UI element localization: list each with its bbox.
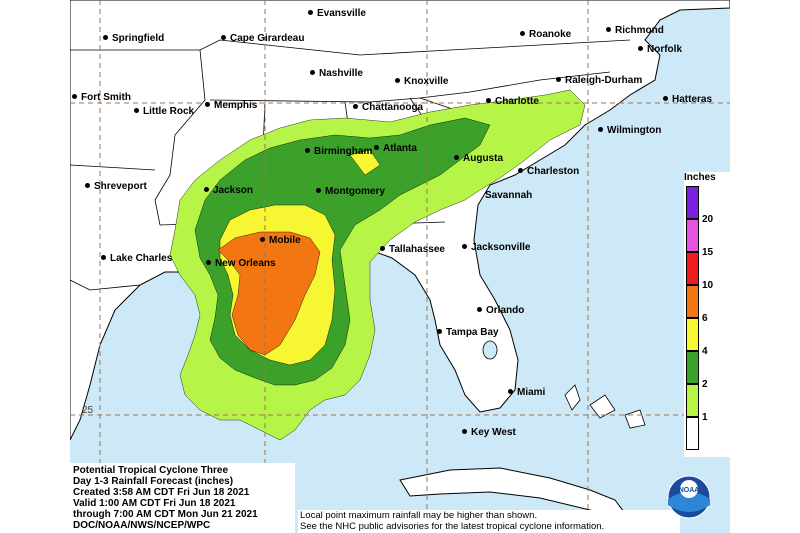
city-label: Charleston xyxy=(518,166,579,177)
legend-label: 2 xyxy=(702,379,708,390)
city-label: Tampa Bay xyxy=(437,327,499,338)
legend-title: Inches xyxy=(684,172,716,183)
info-line: DOC/NOAA/NWS/NCEP/WPC xyxy=(73,520,211,531)
city-label: Lake Charles xyxy=(101,253,172,264)
city-label: Nashville xyxy=(310,68,363,79)
city-label: Tallahassee xyxy=(380,244,445,255)
legend-label: 4 xyxy=(702,346,708,357)
city-label: Montgomery xyxy=(316,186,385,197)
city-label: Fort Smith xyxy=(72,92,131,103)
city-label: Hatteras xyxy=(663,94,712,105)
legend-color-box xyxy=(686,417,699,450)
city-label: Charlotte xyxy=(486,96,539,107)
city-label: Norfolk xyxy=(638,44,682,55)
city-label: Jacksonville xyxy=(462,242,530,253)
city-label: Roanoke xyxy=(520,29,571,40)
city-label: Evansville xyxy=(308,8,366,19)
noaa-logo: NOAA xyxy=(667,475,711,519)
legend-color-box xyxy=(686,318,699,351)
city-label: Raleigh-Durham xyxy=(556,75,642,86)
legend-color-box xyxy=(686,186,699,219)
lake-okeechobee xyxy=(482,340,498,360)
advisory-note: Local point maximum rainfall may be high… xyxy=(298,510,680,533)
legend-color-box xyxy=(686,252,699,285)
legend-color-box xyxy=(686,285,699,318)
city-label: Savannah xyxy=(485,190,533,201)
info-line: Valid 1:00 AM CDT Fri Jun 18 2021 xyxy=(73,498,236,509)
city-label: Augusta xyxy=(454,153,503,164)
legend-color-box xyxy=(686,384,699,417)
city-label: Knoxville xyxy=(395,76,448,87)
bahamas xyxy=(564,384,646,429)
city-label: Memphis xyxy=(205,100,257,111)
city-label: Richmond xyxy=(606,25,664,36)
lat-lon-grid xyxy=(70,0,730,533)
city-label: Birmingham xyxy=(305,146,372,157)
city-label: Shreveport xyxy=(85,181,147,192)
city-label: Key West xyxy=(462,427,516,438)
city-label: Atlanta xyxy=(374,143,417,154)
info-line: Potential Tropical Cyclone Three xyxy=(73,465,229,476)
legend-color-box xyxy=(686,219,699,252)
rainfall-map: Evansville Springfield Cape Girardeau Roano… xyxy=(70,0,730,533)
city-label: Wilmington xyxy=(598,125,661,136)
city-label: Miami xyxy=(508,387,545,398)
city-label: New Orleans xyxy=(206,258,276,269)
city-label: Orlando xyxy=(477,305,524,316)
legend-label: 15 xyxy=(702,247,714,258)
legend-color-box xyxy=(686,351,699,384)
city-label: Mobile xyxy=(260,235,301,246)
city-label: Springfield xyxy=(103,33,164,44)
legend-label: 1 xyxy=(702,412,708,423)
note-line: See the NHC public advisories for the la… xyxy=(300,521,605,532)
rainfall-legend: Inches 1 2 4 6 10 15 20 xyxy=(684,172,730,457)
latitude-label: 25 xyxy=(82,405,94,416)
info-line: Day 1-3 Rainfall Forecast (inches) xyxy=(73,476,234,487)
city-label: Little Rock xyxy=(134,106,194,117)
legend-label: 10 xyxy=(702,280,714,291)
legend-label: 6 xyxy=(702,313,708,324)
note-line: Local point maximum rainfall may be high… xyxy=(300,510,538,521)
legend-label: 20 xyxy=(702,214,714,225)
city-label: Jackson xyxy=(204,185,253,196)
info-line: Created 3:58 AM CDT Fri Jun 18 2021 xyxy=(73,487,250,498)
noaa-logo-text: NOAA xyxy=(679,487,700,494)
city-label: Chattanooga xyxy=(353,102,423,113)
city-label: Cape Girardeau xyxy=(221,33,304,44)
forecast-info-box: Potential Tropical Cyclone Three Day 1-3… xyxy=(70,463,295,533)
info-line: through 7:00 AM CDT Mon Jun 21 2021 xyxy=(73,509,258,520)
